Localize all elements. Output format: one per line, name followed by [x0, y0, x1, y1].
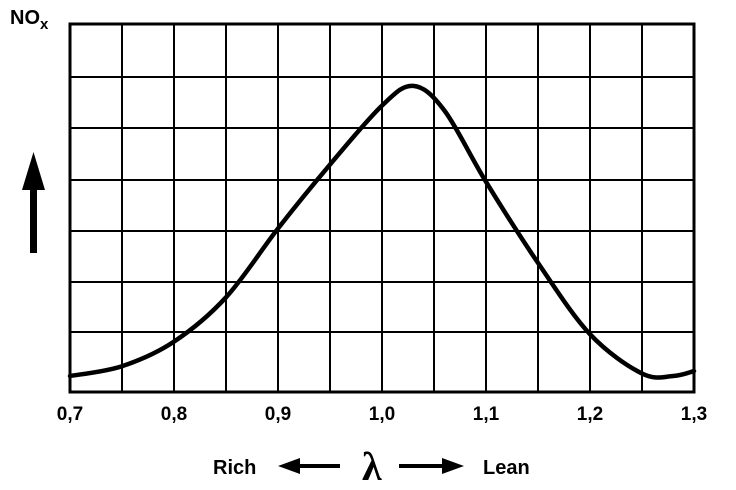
y-axis-label: NOx — [10, 7, 49, 33]
left-arrow-icon — [278, 458, 340, 474]
rich-label: Rich — [213, 457, 256, 479]
nox-curve-line — [67, 83, 697, 380]
lean-label: Lean — [483, 457, 530, 479]
x-tick-label: 0,9 — [265, 404, 291, 425]
lambda-symbol: λ — [362, 444, 382, 489]
right-arrow-icon — [399, 458, 464, 474]
chart-grid — [70, 24, 694, 392]
x-tick-labels: 0,7 0,8 0,9 1,0 1,1 1,2 1,3 — [57, 404, 707, 425]
x-tick-label: 1,3 — [681, 404, 707, 425]
x-tick-label: 1,2 — [577, 404, 603, 425]
y-axis-label-main: NO — [10, 7, 40, 29]
plot-frame — [68, 22, 696, 394]
x-tick-label: 1,1 — [473, 404, 500, 425]
x-tick-label: 0,7 — [57, 404, 83, 425]
y-increase-arrow-icon — [22, 152, 45, 253]
y-axis-label-subscript: x — [40, 16, 49, 33]
x-tick-label: 0,8 — [161, 404, 187, 425]
x-tick-label: 1,0 — [369, 404, 395, 425]
